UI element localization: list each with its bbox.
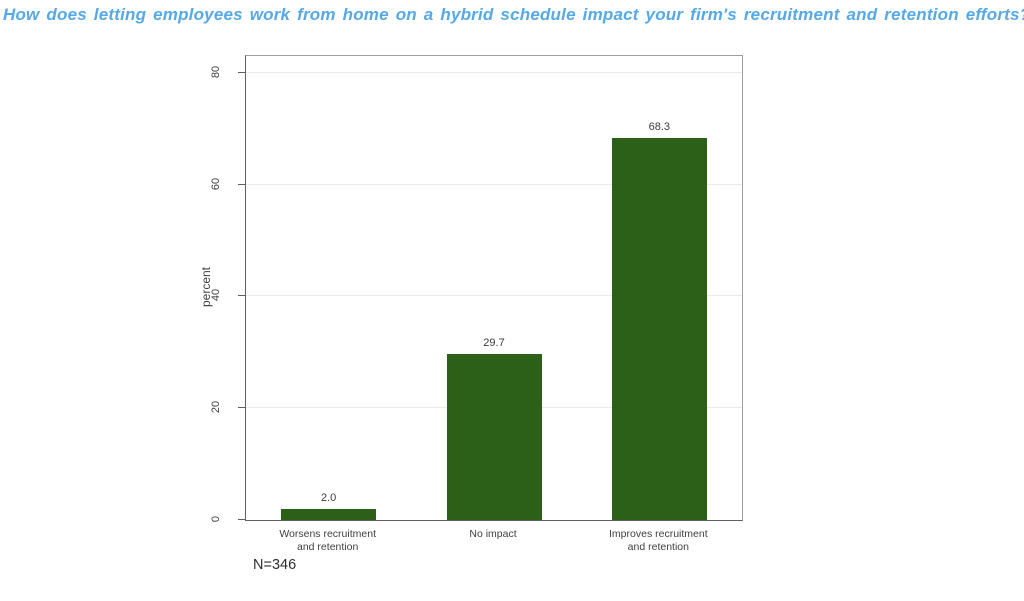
bar: [611, 138, 707, 520]
bar: [281, 508, 377, 520]
y-tick-mark: [238, 407, 245, 409]
gridline: [246, 295, 742, 297]
bar-value-label: 2.0: [321, 491, 337, 504]
gridline: [246, 183, 742, 185]
x-category-label: Improves recruitment and retention: [609, 528, 708, 553]
plot-area: 2.0 29.7 68.3: [245, 55, 743, 521]
y-tick-label: 80: [210, 65, 222, 78]
bar-value-label: 29.7: [483, 336, 505, 349]
y-tick-label: 0: [210, 515, 222, 523]
x-category-label: No impact: [469, 528, 517, 540]
y-tick-label: 40: [210, 289, 222, 302]
sample-size-note: N=346: [253, 557, 297, 573]
chart-title: How does letting employees work from hom…: [3, 5, 1024, 24]
gridline: [246, 71, 742, 73]
y-tick-mark: [238, 519, 245, 520]
bar-value-label: 68.3: [648, 121, 671, 134]
y-tick-label: 20: [210, 401, 222, 414]
y-tick-mark: [238, 295, 245, 297]
x-category-label: Worsens recruitment and retention: [279, 528, 376, 553]
bar: [446, 353, 542, 520]
y-tick-mark: [238, 71, 245, 73]
y-tick-label: 60: [210, 177, 222, 190]
bar-chart-figure: percent 2.0 29.7 68.3 N=346 0 20 40 60 80 Worse…: [0, 40, 800, 601]
y-tick-mark: [238, 183, 245, 185]
